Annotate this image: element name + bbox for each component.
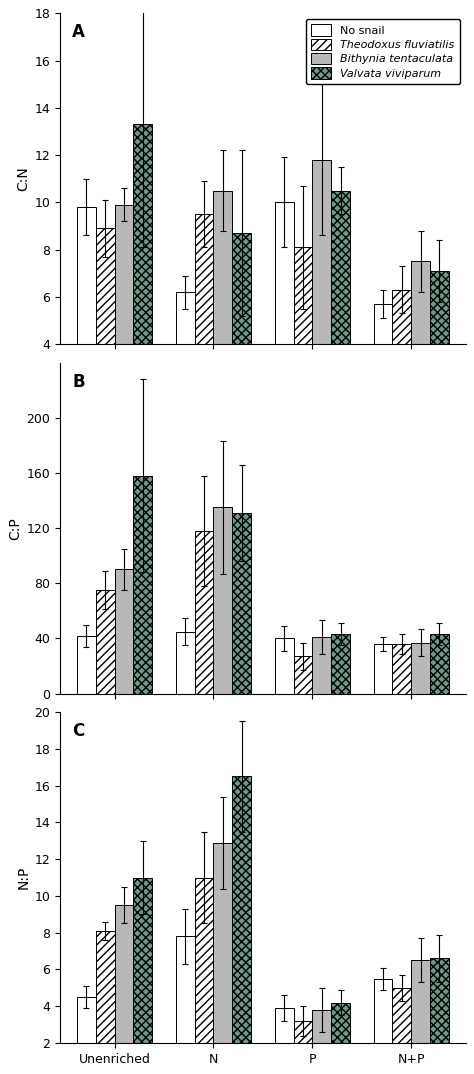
Y-axis label: C:P: C:P (9, 517, 22, 539)
Bar (312, 160, 331, 344)
Bar (96, 591, 115, 694)
Bar (133, 476, 152, 694)
Bar (430, 635, 449, 694)
Bar (232, 513, 251, 694)
Bar (374, 304, 392, 344)
Text: B: B (72, 373, 85, 391)
Text: C: C (72, 722, 84, 740)
Bar (133, 125, 152, 344)
Legend: No snail, Theodoxus fluviatilis, Bithynia tentaculata, Valvata viviparum: No snail, Theodoxus fluviatilis, Bithyni… (306, 19, 460, 84)
Bar (96, 229, 115, 344)
Bar (275, 1008, 293, 1043)
Bar (411, 960, 430, 1043)
Bar (195, 531, 213, 694)
Bar (115, 205, 133, 344)
Bar (213, 843, 232, 1043)
Bar (115, 905, 133, 1043)
Bar (195, 214, 213, 344)
Bar (195, 877, 213, 1043)
Bar (176, 937, 195, 1043)
Bar (133, 877, 152, 1043)
Bar (374, 978, 392, 1043)
Bar (77, 636, 96, 694)
Y-axis label: N:P: N:P (16, 866, 30, 889)
Bar (331, 635, 350, 694)
Bar (275, 202, 293, 344)
Bar (430, 958, 449, 1043)
Bar (392, 644, 411, 694)
Bar (232, 233, 251, 344)
Bar (392, 290, 411, 344)
Bar (77, 207, 96, 344)
Y-axis label: C:N: C:N (16, 166, 30, 191)
Bar (275, 638, 293, 694)
Bar (213, 190, 232, 344)
Bar (96, 931, 115, 1043)
Bar (312, 637, 331, 694)
Bar (411, 642, 430, 694)
Bar (331, 1002, 350, 1043)
Bar (374, 644, 392, 694)
Bar (293, 1021, 312, 1043)
Text: A: A (72, 24, 85, 41)
Bar (392, 988, 411, 1043)
Bar (331, 190, 350, 344)
Bar (411, 261, 430, 344)
Bar (115, 569, 133, 694)
Bar (232, 777, 251, 1043)
Bar (213, 507, 232, 694)
Bar (293, 247, 312, 344)
Bar (176, 292, 195, 344)
Bar (312, 1010, 331, 1043)
Bar (176, 632, 195, 694)
Bar (77, 997, 96, 1043)
Bar (293, 656, 312, 694)
Bar (430, 271, 449, 344)
